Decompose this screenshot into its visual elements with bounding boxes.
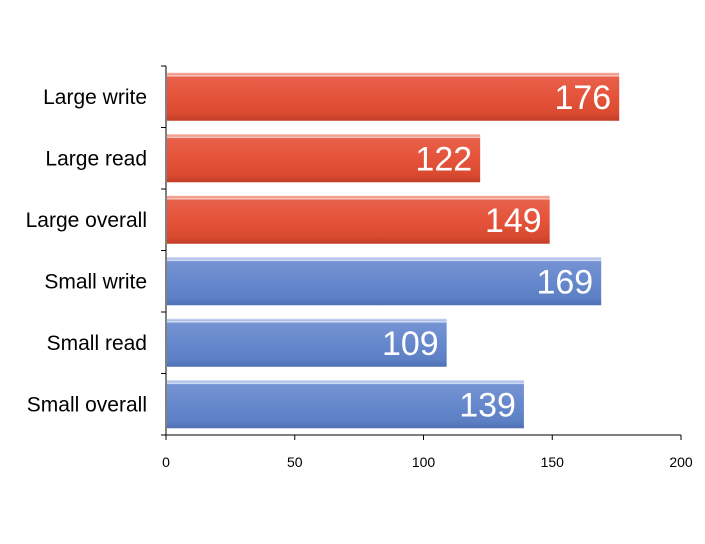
value-label: 109 bbox=[382, 325, 439, 363]
bar-small-read bbox=[167, 318, 447, 367]
bar-large-read bbox=[167, 134, 481, 183]
category-label: Small write bbox=[44, 270, 147, 293]
category-label: Small overall bbox=[27, 393, 147, 416]
value-label: 139 bbox=[459, 386, 516, 424]
bar-large-write bbox=[167, 72, 620, 121]
category-label: Large write bbox=[43, 86, 147, 109]
value-label: 169 bbox=[536, 263, 593, 301]
x-tick-label: 200 bbox=[669, 454, 693, 470]
category-label: Large overall bbox=[26, 209, 147, 232]
x-tick-label: 50 bbox=[287, 454, 303, 470]
x-tick-label: 0 bbox=[162, 454, 170, 470]
bar-small-overall bbox=[167, 380, 524, 429]
bar-small-write bbox=[167, 257, 602, 306]
value-label: 149 bbox=[485, 202, 542, 240]
bar-large-overall bbox=[167, 195, 550, 244]
category-label: Small read bbox=[47, 332, 147, 355]
x-tick-label: 100 bbox=[412, 454, 436, 470]
x-tick-label: 150 bbox=[541, 454, 565, 470]
value-label: 176 bbox=[554, 79, 611, 117]
category-label: Large read bbox=[45, 147, 147, 170]
value-label: 122 bbox=[415, 140, 472, 178]
